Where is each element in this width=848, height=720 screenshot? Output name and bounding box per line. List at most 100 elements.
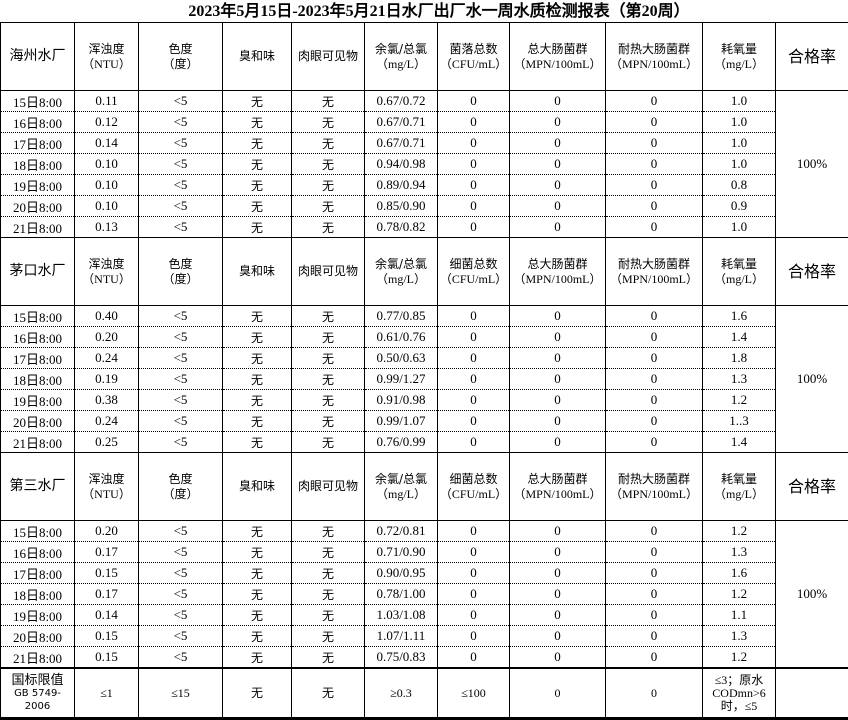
header-unit: （MPN/100mL） bbox=[606, 487, 702, 502]
visible-matter-cell: 无 bbox=[292, 348, 365, 369]
odor-cell: 无 bbox=[223, 217, 292, 238]
bacteria-cell: 0 bbox=[438, 432, 510, 453]
header-unit: （度） bbox=[139, 272, 222, 287]
turbidity-cell: 0.17 bbox=[75, 542, 139, 563]
time-cell: 17日8:00 bbox=[1, 563, 75, 584]
header-turbidity: 浑浊度（NTU） bbox=[75, 23, 139, 91]
header-unit: （MPN/100mL） bbox=[606, 57, 702, 72]
bacteria-cell: 0 bbox=[438, 390, 510, 411]
coliform-cell: 0 bbox=[510, 432, 606, 453]
turbidity-cell: 0.25 bbox=[75, 432, 139, 453]
header-label: 菌落总数 bbox=[438, 42, 509, 57]
odor-cell: 无 bbox=[223, 175, 292, 196]
time-cell: 18日8:00 bbox=[1, 369, 75, 390]
cod-cell: 1.3 bbox=[703, 626, 776, 647]
header-label: 总大肠菌群 bbox=[510, 257, 605, 272]
header-label: 耗氧量 bbox=[703, 257, 775, 272]
header-label: 色度 bbox=[139, 42, 222, 57]
visible-matter-cell: 无 bbox=[292, 563, 365, 584]
header-bacteria: 菌落总数（CFU/mL） bbox=[438, 23, 510, 91]
limits-label-line: GB 5749- bbox=[1, 687, 74, 700]
header-cod: 耗氧量（mg/L） bbox=[703, 23, 776, 91]
bacteria-cell: 0 bbox=[438, 306, 510, 327]
water-quality-table: 海州水厂浑浊度（NTU）色度（度）臭和味肉眼可见物余氯/总氯（mg/L）菌落总数… bbox=[0, 22, 848, 720]
header-chlorine: 余氯/总氯（mg/L） bbox=[365, 23, 438, 91]
turbidity-cell: 0.15 bbox=[75, 563, 139, 584]
visible-matter-cell: 无 bbox=[292, 647, 365, 669]
bacteria-cell: 0 bbox=[438, 542, 510, 563]
chlorine-cell: 0.89/0.94 bbox=[365, 175, 438, 196]
header-coliform: 总大肠菌群（MPN/100mL） bbox=[510, 23, 606, 91]
cod-cell: 1.3 bbox=[703, 369, 776, 390]
odor-cell: 无 bbox=[223, 542, 292, 563]
bacteria-cell: 0 bbox=[438, 154, 510, 175]
odor-cell: 无 bbox=[223, 411, 292, 432]
cod-cell: 1.3 bbox=[703, 542, 776, 563]
turbidity-cell: 0.38 bbox=[75, 390, 139, 411]
odor-cell: 无 bbox=[223, 584, 292, 605]
visible-matter-cell: 无 bbox=[292, 306, 365, 327]
header-unit: （mg/L） bbox=[365, 272, 437, 287]
header-thermo-coliform: 耐热大肠菌群（MPN/100mL） bbox=[606, 453, 703, 521]
visible-matter-cell: 无 bbox=[292, 112, 365, 133]
cod-cell: 1.0 bbox=[703, 91, 776, 112]
chlorine-cell: 1.07/1.11 bbox=[365, 626, 438, 647]
visible-matter-cell: 无 bbox=[292, 411, 365, 432]
header-bacteria: 细菌总数（CFU/mL） bbox=[438, 453, 510, 521]
odor-cell: 无 bbox=[223, 133, 292, 154]
header-unit: （mg/L） bbox=[365, 57, 437, 72]
plant-name: 第三水厂 bbox=[1, 453, 75, 521]
thermo-coliform-cell: 0 bbox=[606, 521, 703, 542]
thermo-coliform-cell: 0 bbox=[606, 348, 703, 369]
visible-matter-cell: 无 bbox=[292, 327, 365, 348]
header-label: 肉眼可见物 bbox=[292, 49, 364, 64]
header-bacteria: 细菌总数（CFU/mL） bbox=[438, 238, 510, 306]
limits-label-line: 国标限值 bbox=[1, 674, 74, 687]
header-thermo-coliform: 耐热大肠菌群（MPN/100mL） bbox=[606, 238, 703, 306]
header-unit: （NTU） bbox=[75, 487, 138, 502]
coliform-cell: 0 bbox=[510, 563, 606, 584]
pass-rate-header: 合格率 bbox=[776, 453, 848, 521]
odor-cell: 无 bbox=[223, 563, 292, 584]
header-label: 浑浊度 bbox=[75, 42, 138, 57]
header-unit: （MPN/100mL） bbox=[510, 272, 605, 287]
visible-matter-cell: 无 bbox=[292, 133, 365, 154]
visible-matter-cell: 无 bbox=[292, 91, 365, 112]
visible-matter-cell: 无 bbox=[292, 154, 365, 175]
visible-matter-cell: 无 bbox=[292, 196, 365, 217]
header-label: 色度 bbox=[139, 257, 222, 272]
bacteria-cell: 0 bbox=[438, 626, 510, 647]
coliform-cell: 0 bbox=[510, 411, 606, 432]
turbidity-cell: 0.24 bbox=[75, 411, 139, 432]
color-cell: <5 bbox=[139, 390, 223, 411]
thermo-coliform-cell: 0 bbox=[606, 154, 703, 175]
section-header: 第三水厂浑浊度（NTU）色度（度）臭和味肉眼可见物余氯/总氯（mg/L）细菌总数… bbox=[1, 453, 848, 521]
thermo-coliform-cell: 0 bbox=[606, 626, 703, 647]
header-unit: （MPN/100mL） bbox=[606, 272, 702, 287]
chlorine-cell: 0.91/0.98 bbox=[365, 390, 438, 411]
color-cell: <5 bbox=[139, 605, 223, 626]
time-cell: 17日8:00 bbox=[1, 133, 75, 154]
color-cell: <5 bbox=[139, 626, 223, 647]
header-label: 耗氧量 bbox=[703, 42, 775, 57]
cod-cell: 1.1 bbox=[703, 605, 776, 626]
turbidity-cell: 0.10 bbox=[75, 154, 139, 175]
coliform-cell: 0 bbox=[510, 196, 606, 217]
time-cell: 15日8:00 bbox=[1, 306, 75, 327]
bacteria-cell: 0 bbox=[438, 217, 510, 238]
pass-rate-header: 合格率 bbox=[776, 238, 848, 306]
header-unit: （MPN/100mL） bbox=[510, 57, 605, 72]
header-label: 耗氧量 bbox=[703, 472, 775, 487]
cod-cell: 1.2 bbox=[703, 647, 776, 669]
turbidity-cell: 0.17 bbox=[75, 584, 139, 605]
thermo-coliform-cell: 0 bbox=[606, 91, 703, 112]
turbidity-cell: 0.15 bbox=[75, 647, 139, 669]
